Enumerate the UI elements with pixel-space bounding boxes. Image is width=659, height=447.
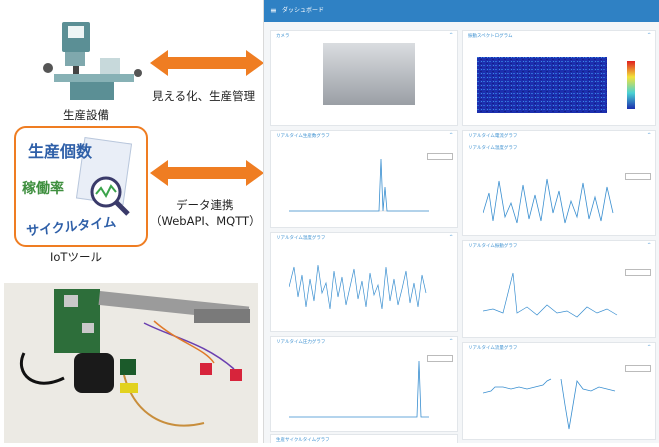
panel-temperature: リアルタイム温度グラフ ^ xyxy=(270,232,458,332)
panel-title: カメラ xyxy=(276,34,290,39)
collapse-icon[interactable]: ^ xyxy=(449,339,453,344)
panel-subtitle: リアルタイム温度グラフ xyxy=(468,146,518,151)
panel-cycle-time: 生産サイクルタイムグラフ xyxy=(270,434,458,443)
collapse-icon[interactable]: ^ xyxy=(647,133,651,138)
panel-title: リアルタイム生産数グラフ xyxy=(276,134,330,139)
dashboard-header: ≡ ダッシュボード xyxy=(264,0,659,22)
panel-pressure: リアルタイム圧力グラフ ^ xyxy=(270,336,458,432)
spectrogram-heatmap xyxy=(477,57,607,113)
panel-spectrogram: 振動スペクトログラム ^ xyxy=(462,30,656,126)
data-link-label: データ連携 xyxy=(176,198,234,212)
legend-box xyxy=(625,269,651,276)
dashboard-screenshot: ≡ ダッシュボード カメラ ^ 振動スペクトログラム ^ リアルタイム生産数グラ… xyxy=(263,0,659,443)
chart-current xyxy=(483,178,614,224)
chart-temperature xyxy=(289,264,427,310)
panel-title: リアルタイム流量グラフ xyxy=(468,346,518,351)
iot-tool-card: 生産個数 稼働率 サイクルタイム xyxy=(14,126,148,247)
card-word-operating-rate: 稼働率 xyxy=(22,181,64,197)
collapse-icon[interactable]: ^ xyxy=(647,345,651,350)
panel-camera: カメラ ^ xyxy=(270,30,458,126)
camera-image xyxy=(323,43,415,105)
magnifier-icon xyxy=(86,172,132,222)
chart-flow xyxy=(483,378,616,430)
panel-flow: リアルタイム流量グラフ ^ xyxy=(462,342,656,440)
card-word-cycle-time: サイクルタイム xyxy=(25,215,117,240)
panel-current: リアルタイム電流グラフ ^ リアルタイム温度グラフ xyxy=(462,130,656,236)
panel-vibration: リアルタイム振動グラフ ^ xyxy=(462,240,656,338)
dashboard-title: ダッシュボード xyxy=(282,7,325,14)
collapse-icon[interactable]: ^ xyxy=(449,235,453,240)
collapse-icon[interactable]: ^ xyxy=(449,133,453,138)
visualize-label: 見える化、生産管理 xyxy=(152,89,256,103)
double-arrow-bottom xyxy=(150,158,264,192)
panel-title: リアルタイム電流グラフ xyxy=(468,134,518,139)
panel-production-count: リアルタイム生産数グラフ ^ xyxy=(270,130,458,228)
legend-box xyxy=(427,153,453,160)
card-title: 生産個数 xyxy=(28,142,93,161)
legend-box xyxy=(625,173,651,180)
panel-title: 振動スペクトログラム xyxy=(468,34,513,39)
legend-box xyxy=(625,365,651,372)
menu-icon[interactable]: ≡ xyxy=(270,6,277,15)
collapse-icon[interactable]: ^ xyxy=(449,33,453,38)
iot-tool-label: IoTツール xyxy=(50,250,102,264)
colorbar xyxy=(627,61,635,109)
legend-box xyxy=(427,355,453,362)
hardware-photo xyxy=(4,283,258,443)
equipment-label: 生産設備 xyxy=(63,108,109,122)
data-link-protocols: （WebAPI、MQTT） xyxy=(150,214,261,228)
chart-pressure xyxy=(289,360,429,418)
panel-title: リアルタイム温度グラフ xyxy=(276,236,326,241)
chart-vibration xyxy=(483,272,618,318)
panel-title: リアルタイム振動グラフ xyxy=(468,244,518,249)
machine-tool-illustration xyxy=(40,18,145,103)
collapse-icon[interactable]: ^ xyxy=(647,33,651,38)
panel-title: リアルタイム圧力グラフ xyxy=(276,340,326,345)
chart-production-count xyxy=(289,158,429,212)
double-arrow-top xyxy=(150,48,264,82)
panel-title: 生産サイクルタイムグラフ xyxy=(276,438,330,443)
collapse-icon[interactable]: ^ xyxy=(647,243,651,248)
